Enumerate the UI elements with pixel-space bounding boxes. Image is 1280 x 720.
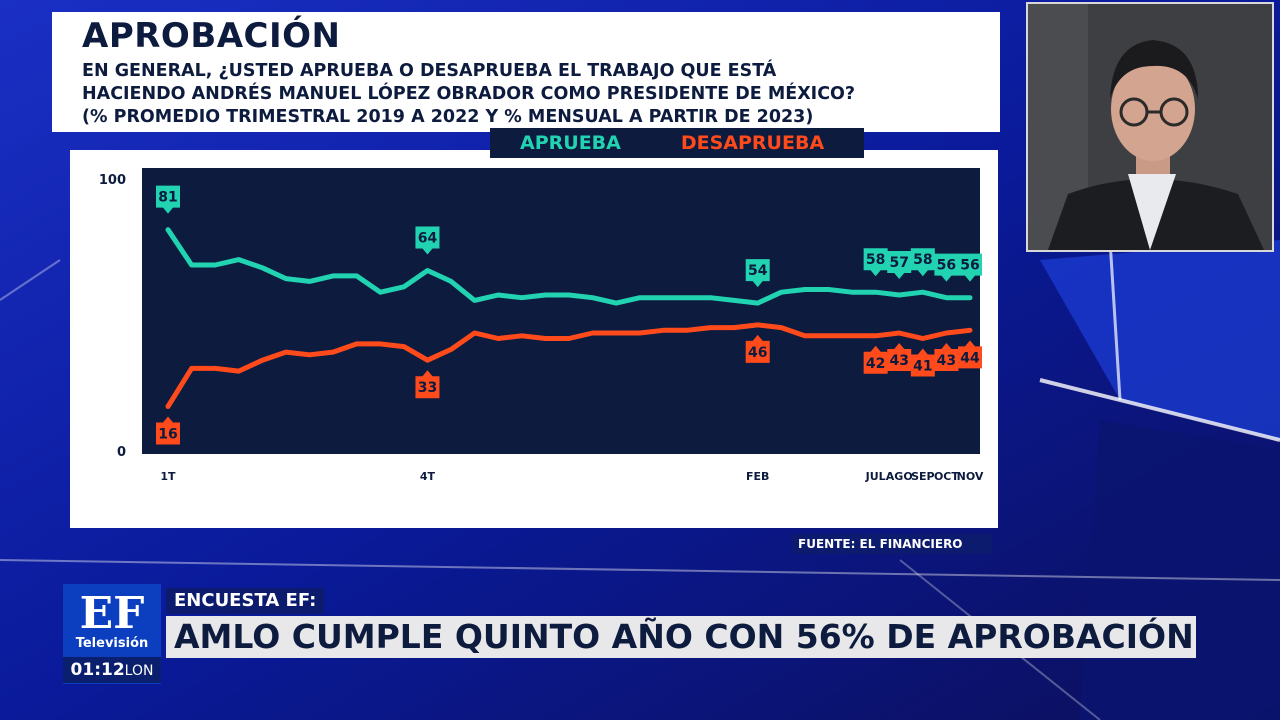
data-label-text: 43	[937, 353, 956, 369]
data-label-text: 41	[913, 358, 932, 374]
x-tick-label: 4T	[420, 470, 436, 483]
data-label-box	[415, 226, 440, 255]
clock-time: 01:12	[70, 660, 125, 680]
data-label-text: 44	[960, 350, 980, 366]
question-line-3: (% PROMEDIO TRIMESTRAL 2019 A 2022 Y % M…	[82, 107, 814, 127]
data-label-text: 58	[866, 252, 885, 268]
data-label-text: 43	[889, 353, 908, 369]
data-label-box	[934, 343, 959, 372]
series-line-aprueba	[165, 227, 973, 306]
chart-legend: APRUEBA DESAPRUEBA	[490, 128, 864, 158]
logo-mark: EF	[79, 588, 145, 639]
data-label: 56	[934, 253, 959, 282]
data-label-box	[887, 250, 912, 279]
data-label-box	[910, 248, 935, 277]
data-label-text: 42	[866, 356, 885, 372]
data-label-box	[910, 348, 935, 377]
title-panel	[52, 12, 1000, 132]
data-label: 46	[745, 334, 770, 363]
data-label-box	[958, 253, 982, 282]
data-label-box	[863, 345, 888, 374]
x-tick-label: SEP	[911, 470, 935, 483]
clock-city: LON	[124, 663, 154, 679]
presenter-figure	[1028, 4, 1272, 250]
data-label-text: 81	[158, 190, 177, 206]
y-tick-label: 0	[117, 445, 126, 460]
plot-area	[142, 168, 980, 454]
data-label: 58	[863, 248, 888, 277]
data-label-text: 54	[748, 263, 768, 279]
x-tick-label: FEB	[746, 470, 769, 483]
data-label-box	[745, 334, 770, 363]
x-tick-label: AGO	[886, 470, 913, 483]
channel-logo: EF Televisión 01:12LON	[63, 584, 161, 684]
x-tick-label: OCT	[934, 470, 959, 483]
data-label-box	[958, 340, 982, 369]
data-label: 56	[958, 253, 982, 282]
data-label: 58	[910, 248, 935, 277]
data-label-text: 16	[158, 426, 177, 442]
data-label: 57	[887, 250, 912, 279]
data-label-box	[156, 185, 180, 214]
x-tick-label: JUL	[865, 470, 886, 483]
x-tick-label: NOV	[957, 470, 984, 483]
legend-approve: APRUEBA	[520, 132, 621, 154]
data-label-text: 64	[418, 230, 438, 246]
clock: 01:12LON	[63, 657, 161, 683]
data-label: 81	[156, 185, 180, 214]
chart-title: APROBACIÓN	[82, 16, 341, 56]
data-label: 43	[934, 343, 959, 372]
data-label: 16	[156, 416, 180, 445]
data-label-text: 56	[937, 258, 956, 274]
data-label: 64	[415, 226, 440, 255]
series-line-desaprueba	[165, 322, 973, 409]
data-label: 43	[887, 343, 912, 372]
x-tick-label: 1T	[160, 470, 176, 483]
data-label-box	[156, 416, 180, 445]
data-label-text: 46	[748, 345, 767, 361]
data-label-box	[934, 253, 959, 282]
legend-disapprove: DESAPRUEBA	[680, 132, 825, 154]
data-label: 54	[745, 259, 770, 288]
question-line-2: HACIENDO ANDRÉS MANUEL LÓPEZ OBRADOR COM…	[82, 84, 856, 104]
data-label-box	[863, 248, 888, 277]
data-label-text: 58	[913, 252, 932, 268]
presenter-video	[1026, 2, 1274, 252]
chart-question: EN GENERAL, ¿USTED APRUEBA O DESAPRUEBA …	[82, 60, 982, 129]
data-label: 44	[958, 340, 982, 369]
question-line-1: EN GENERAL, ¿USTED APRUEBA O DESAPRUEBA …	[82, 61, 777, 81]
data-label-box	[415, 370, 440, 399]
lower-third-headline: AMLO CUMPLE QUINTO AÑO CON 56% DE APROBA…	[166, 616, 1196, 658]
lower-third-kicker: ENCUESTA EF:	[166, 588, 325, 614]
data-label-text: 33	[418, 380, 437, 396]
logo-channel: Televisión	[75, 636, 149, 651]
data-label-box	[745, 259, 770, 288]
y-tick-label: 100	[99, 173, 126, 188]
source-label: FUENTE: EL FINANCIERO	[792, 534, 992, 554]
data-label-text: 57	[889, 255, 908, 271]
data-label: 42	[863, 345, 888, 374]
data-label: 33	[415, 370, 440, 399]
data-label-box	[887, 343, 912, 372]
data-label: 41	[910, 348, 935, 377]
data-label-text: 56	[960, 258, 979, 274]
